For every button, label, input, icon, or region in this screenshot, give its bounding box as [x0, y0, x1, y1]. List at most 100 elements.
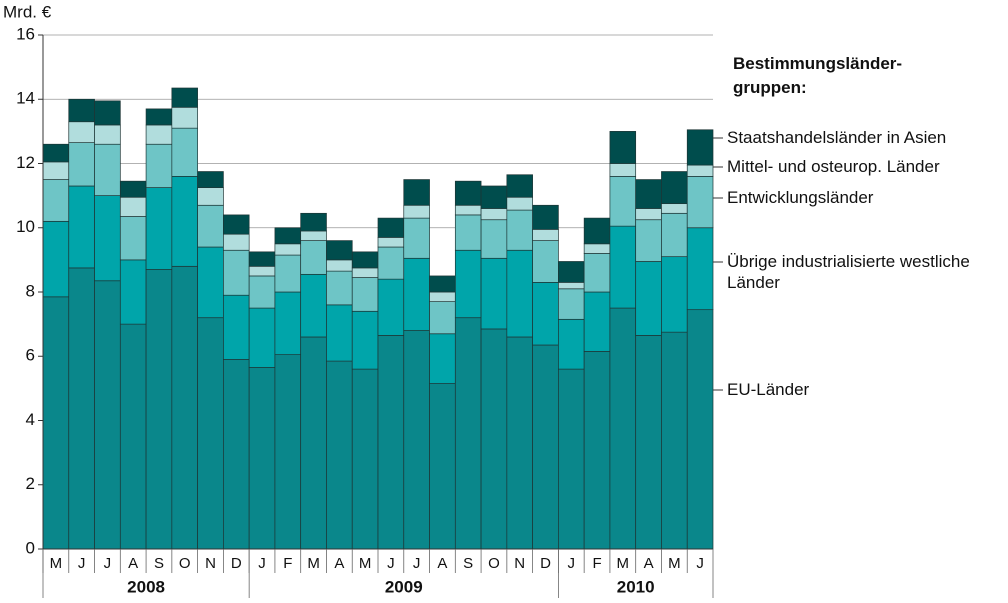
- bar-segment: [377, 217, 405, 238]
- bar-segment: [145, 269, 173, 550]
- y-tick-label: 2: [26, 474, 35, 493]
- x-tick-label: S: [154, 555, 164, 572]
- legend-label: Entwicklungsländer: [727, 188, 874, 207]
- bar-segment: [145, 187, 173, 270]
- bar-segment: [42, 296, 70, 550]
- bar-segment: [558, 282, 585, 290]
- y-tick-label: 12: [16, 153, 35, 172]
- bar-segment: [197, 171, 224, 188]
- bar-segment: [635, 335, 662, 550]
- x-tick-label: M: [617, 555, 630, 572]
- bar-segment: [248, 307, 276, 368]
- bar-segment: [377, 278, 405, 336]
- bar-segment: [326, 270, 353, 306]
- legend-title: Bestimmungsländer-gruppen:: [733, 54, 903, 97]
- bar-segment: [454, 180, 482, 206]
- bar-segment: [351, 368, 379, 550]
- bar-segment: [686, 176, 714, 229]
- bar-segment: [94, 195, 121, 282]
- bar-segment: [635, 208, 662, 221]
- bar-segment: [454, 214, 482, 251]
- bar-segment: [300, 273, 327, 338]
- bar-segment: [661, 212, 688, 258]
- bar-segment: [94, 143, 121, 196]
- year-label: 2010: [617, 577, 655, 596]
- bar-segment: [686, 227, 714, 311]
- bar-segment: [609, 307, 637, 550]
- bar-segment: [686, 309, 714, 550]
- bar-segment: [197, 187, 224, 206]
- bar-segment: [532, 344, 559, 550]
- bar-segment: [480, 328, 508, 550]
- bar-segment: [68, 142, 95, 187]
- bar-segment: [119, 180, 147, 198]
- x-tick-label: N: [514, 555, 525, 572]
- bar-segment: [635, 179, 662, 209]
- bar-segment: [68, 267, 95, 550]
- x-tick-label: J: [696, 555, 704, 572]
- bar-segment: [119, 216, 147, 261]
- bar-segment: [686, 164, 714, 177]
- bar-segment: [326, 240, 353, 261]
- bar-segment: [68, 121, 95, 143]
- x-tick-label: J: [258, 555, 266, 572]
- bar-segment: [609, 163, 637, 177]
- bar-segment: [300, 212, 327, 232]
- bar-segment: [480, 208, 508, 221]
- bar-segment: [248, 265, 276, 277]
- x-tick-label: A: [128, 555, 138, 572]
- bar-segment: [351, 310, 379, 370]
- y-tick-label: 14: [16, 89, 35, 108]
- bar-segment: [274, 291, 302, 355]
- bar-segment: [197, 246, 224, 319]
- x-tick-label: J: [78, 555, 86, 572]
- bar-segment: [377, 246, 405, 280]
- bar-segment: [274, 354, 302, 550]
- bar-segment: [248, 251, 276, 267]
- y-tick-label: 4: [26, 410, 35, 429]
- bar-segment: [326, 360, 353, 550]
- bar-segment: [351, 251, 379, 269]
- x-tick-label: O: [179, 555, 191, 572]
- bar-segment: [661, 203, 688, 214]
- bar-segment: [300, 230, 327, 241]
- x-tick-label: M: [668, 555, 681, 572]
- bar-segment: [171, 265, 198, 550]
- y-tick-label: 0: [26, 538, 35, 557]
- y-tick-label: 10: [16, 217, 35, 236]
- x-tick-label: J: [104, 555, 112, 572]
- bar-segment: [326, 304, 353, 362]
- bar-segment: [94, 124, 121, 145]
- bar-segment: [119, 196, 147, 217]
- bar-segment: [454, 249, 482, 319]
- bar-segment: [506, 249, 533, 338]
- x-tick-label: S: [463, 555, 473, 572]
- bar-segment: [94, 100, 121, 126]
- year-label: 2009: [385, 577, 423, 596]
- bar-segment: [326, 259, 353, 272]
- bar-segment: [609, 131, 637, 164]
- bar-segment: [94, 280, 121, 550]
- bar-segment: [429, 301, 456, 335]
- bar-segment: [532, 240, 559, 283]
- x-tick-label: J: [387, 555, 395, 572]
- x-tick-label: A: [334, 555, 344, 572]
- bar-segment: [583, 217, 611, 245]
- bar-segment: [274, 254, 302, 293]
- x-tick-label: M: [359, 555, 372, 572]
- bar-segment: [558, 288, 585, 320]
- bar-segment: [661, 331, 688, 550]
- bar-segment: [145, 108, 173, 126]
- bar-segment: [609, 176, 637, 227]
- bar-segment: [223, 249, 250, 296]
- bar-segment: [429, 275, 456, 293]
- bar-segment: [42, 179, 70, 222]
- bar-segment: [686, 129, 714, 166]
- bar-segment: [248, 275, 276, 309]
- x-tick-label: M: [307, 555, 320, 572]
- bar-segment: [145, 124, 173, 145]
- bar-segment: [429, 383, 456, 550]
- bar-segment: [635, 261, 662, 336]
- bar-segment: [145, 143, 173, 188]
